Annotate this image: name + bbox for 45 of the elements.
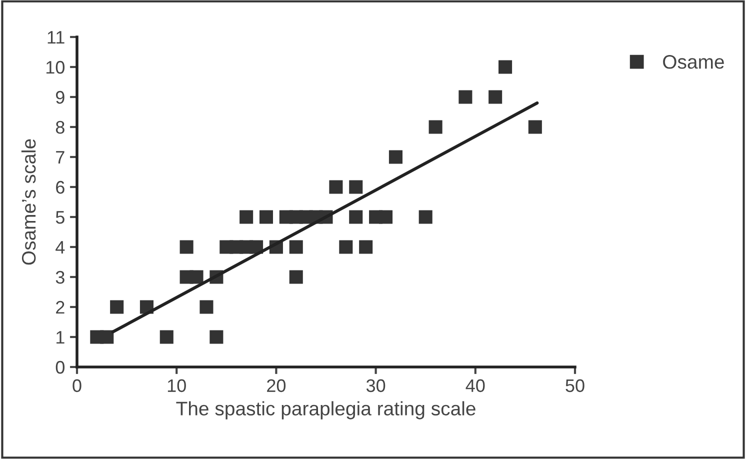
point [210,330,224,344]
legend-label: Osame [663,55,724,69]
point [488,90,502,104]
point [160,330,174,344]
y-tick-label: 10 [46,60,64,74]
y-tick-label: 11 [48,31,64,44]
point [458,90,472,104]
y-tick-label: 8 [56,120,64,134]
y-tick-label: 1 [56,331,64,344]
x-tick-label: 40 [466,379,485,392]
point [259,210,274,224]
point [190,270,204,284]
point [498,60,512,74]
point [349,210,363,224]
point [378,210,393,224]
x-tick-label: 0 [72,379,82,392]
x-axis-title: The spastic paraplegia rating scale [176,401,476,420]
x-tick-label: 20 [267,379,286,392]
point [528,120,542,134]
x-tick-label: 30 [366,379,386,392]
y-axis-title: Osame’s scale [21,139,36,265]
point [240,210,254,224]
x-tick-label: 50 [566,379,584,392]
point [428,120,442,134]
y-tick-label: 2 [56,300,64,314]
point [110,300,124,314]
point [180,240,194,254]
y-tick-label: 4 [56,241,65,254]
point [329,180,343,194]
y-tick-label: 6 [56,180,64,194]
point [289,240,303,254]
y-tick-label: 0 [56,360,64,374]
point [100,330,114,344]
point [418,210,432,224]
point [289,270,303,284]
point [349,180,363,194]
y-tick-label: 3 [56,270,64,284]
x-tick-label: 10 [168,379,186,392]
y-tick-label: 9 [56,90,64,104]
y-tick-label: 7 [56,151,64,164]
y-tick-label: 5 [56,211,64,224]
point [339,240,353,254]
point [359,240,373,254]
point [388,150,402,164]
point [200,300,214,314]
